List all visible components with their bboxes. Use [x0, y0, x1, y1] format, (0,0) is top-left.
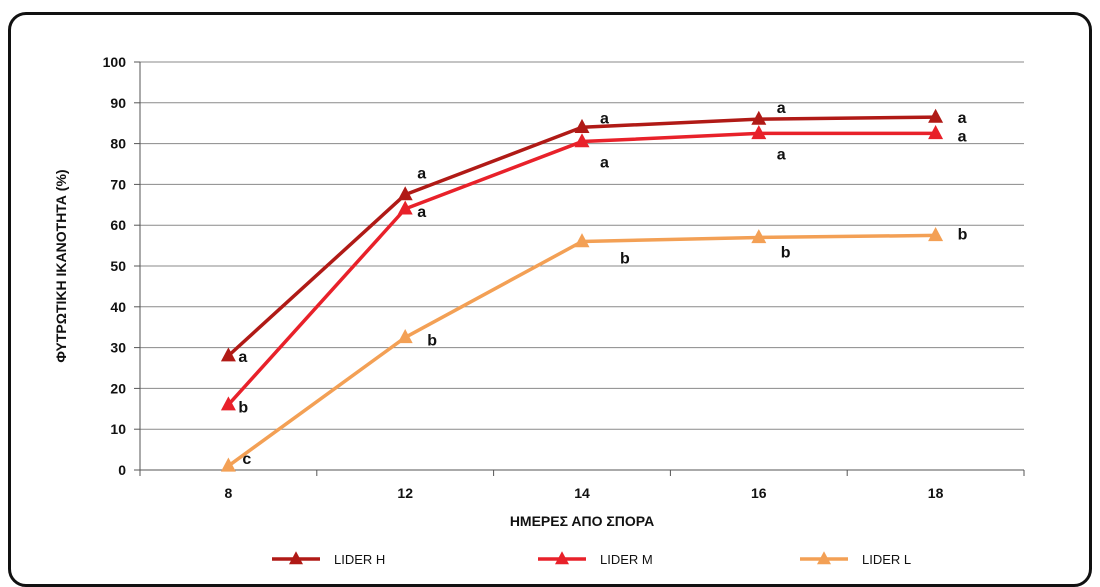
data-point — [220, 457, 236, 472]
y-tick-label: 30 — [110, 340, 126, 356]
data-point — [574, 133, 590, 148]
data-label: a — [777, 100, 786, 117]
data-label: b — [620, 251, 630, 268]
x-tick-label: 14 — [574, 485, 590, 501]
legend-marker — [289, 551, 303, 565]
data-label: a — [777, 146, 786, 163]
x-axis-title: ΗΜΕΡΕΣ ΑΠΟ ΣΠΟΡΑ — [510, 513, 654, 529]
data-point — [397, 329, 413, 344]
data-point — [928, 227, 944, 242]
data-label: a — [958, 110, 967, 127]
y-tick-label: 60 — [110, 217, 126, 233]
data-point — [928, 125, 944, 140]
legend: LIDER H LIDER M LIDER L — [272, 551, 911, 567]
legend-label: LIDER M — [600, 552, 653, 567]
data-label: a — [238, 349, 247, 366]
data-point — [751, 125, 767, 140]
data-label: b — [781, 244, 791, 261]
data-label: a — [600, 110, 609, 127]
legend-label: LIDER H — [334, 552, 385, 567]
grid-lines — [134, 61, 1025, 476]
y-tick-label: 80 — [110, 136, 126, 152]
legend-marker — [555, 551, 569, 565]
series-group — [220, 108, 944, 472]
y-axis-title: ΦΥΤΡΩΤΙΚΗ ΙΚΑΝΟΤΗΤΑ (%) — [53, 169, 69, 362]
data-point — [928, 108, 944, 123]
data-point — [574, 118, 590, 133]
x-tick-label: 8 — [225, 485, 233, 501]
data-label: a — [958, 128, 967, 145]
legend-label: LIDER L — [862, 552, 911, 567]
data-point — [397, 186, 413, 201]
data-label: a — [417, 166, 426, 183]
data-point — [220, 347, 236, 362]
y-tick-label: 90 — [110, 95, 126, 111]
data-label: a — [600, 155, 609, 172]
y-tick-labels: 0 10 20 30 40 50 60 70 80 90 100 — [103, 54, 127, 478]
y-tick-label: 100 — [103, 54, 127, 70]
data-point — [751, 229, 767, 244]
y-tick-label: 40 — [110, 299, 126, 315]
data-point — [751, 110, 767, 125]
data-point — [574, 233, 590, 248]
data-label: b — [958, 226, 968, 243]
y-tick-label: 0 — [118, 462, 126, 478]
legend-marker — [817, 551, 831, 565]
data-label: b — [238, 400, 248, 417]
x-tick-label: 12 — [397, 485, 413, 501]
y-tick-label: 50 — [110, 258, 126, 274]
x-tick-label: 18 — [928, 485, 944, 501]
data-point — [220, 396, 236, 411]
y-tick-label: 70 — [110, 176, 126, 192]
y-tick-label: 10 — [110, 421, 126, 437]
data-point — [397, 200, 413, 215]
y-tick-label: 20 — [110, 380, 126, 396]
chart-frame — [8, 12, 1092, 587]
series-line-1 — [227, 131, 936, 406]
data-label: a — [417, 204, 426, 221]
data-label: c — [242, 451, 251, 468]
series-line-2 — [227, 233, 936, 468]
x-tick-label: 16 — [751, 485, 767, 501]
x-tick-labels: 8 12 14 16 18 — [225, 485, 944, 501]
data-label: b — [427, 332, 437, 349]
